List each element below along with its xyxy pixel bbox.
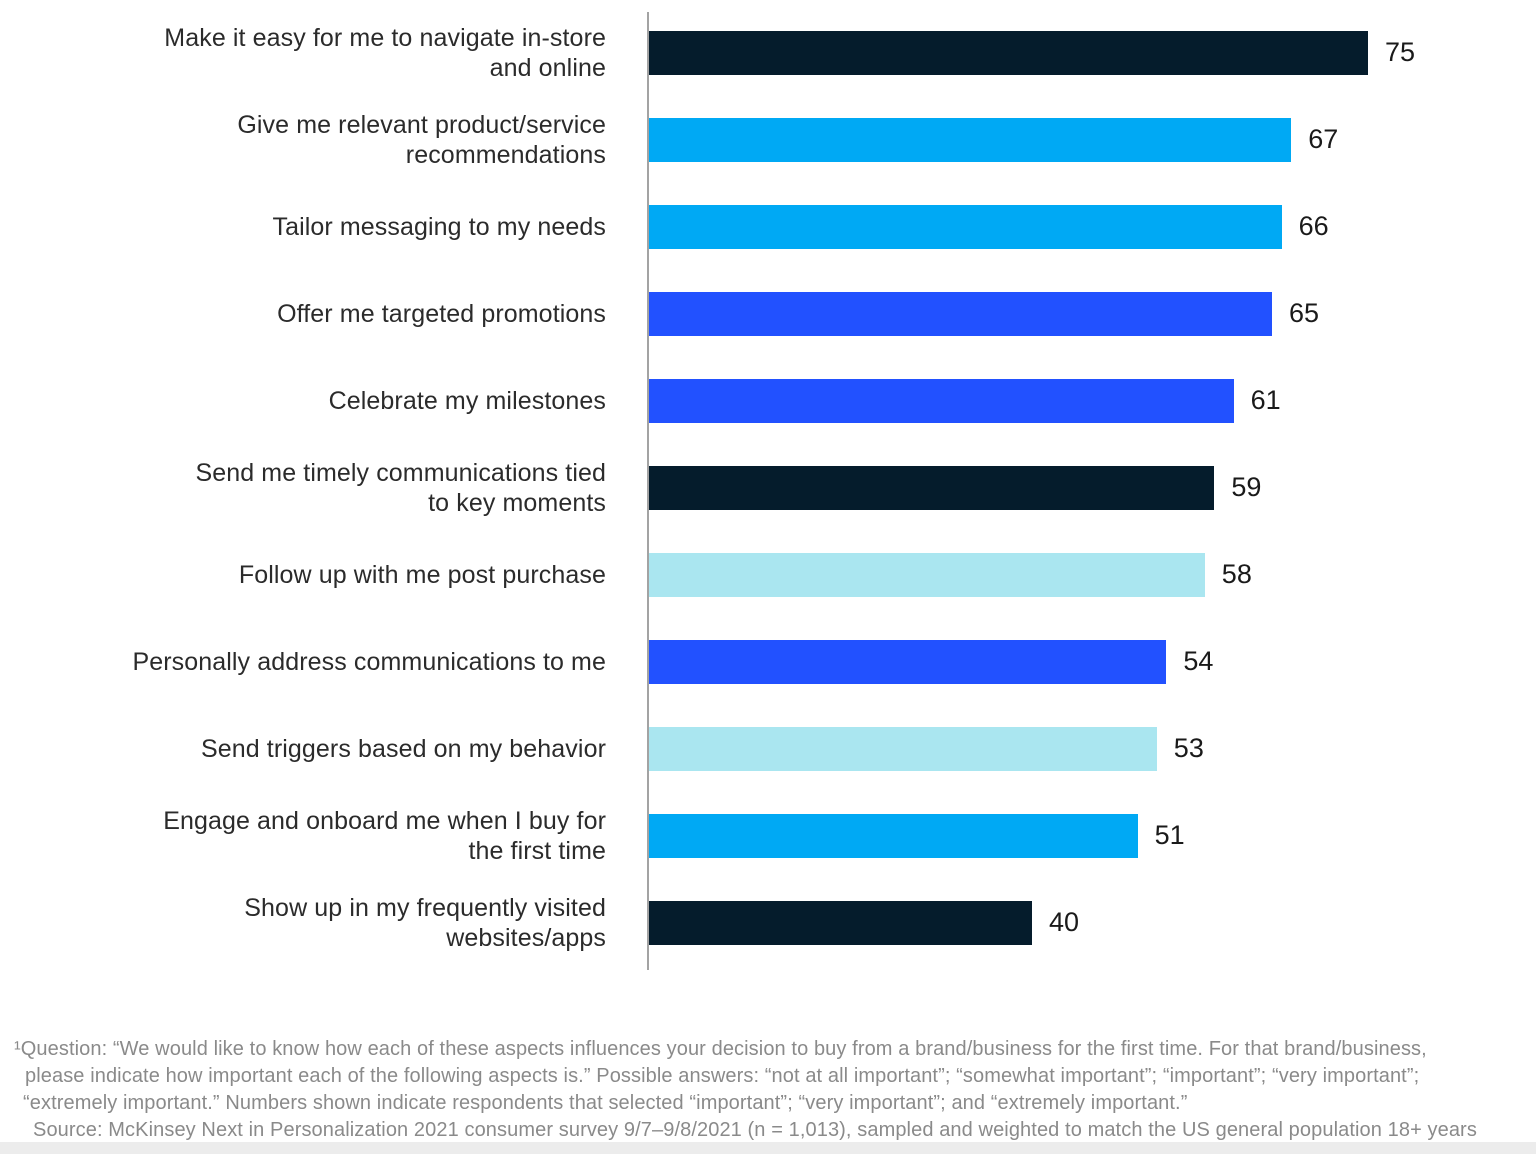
footnote-source-line: Source: McKinsey Next in Personalization…	[33, 1119, 1477, 1141]
value-label: 51	[1154, 820, 1185, 850]
category-label: Show up in my frequently visited website…	[244, 893, 606, 952]
bar-cell: 59	[648, 444, 1536, 531]
value-label: 40	[1049, 907, 1080, 937]
bar	[648, 552, 1205, 597]
category-label: Follow up with me post purchase	[238, 560, 606, 589]
bar-cell: 40	[648, 879, 1536, 966]
bar-cell: 61	[648, 357, 1536, 444]
footnote: ¹Question: “We would like to know how ea…	[14, 1036, 1526, 1144]
category-label: Make it easy for me to navigate in-store…	[164, 23, 606, 82]
chart-row: Send triggers based on my behavior 53	[0, 705, 1536, 792]
category-label: Celebrate my milestones	[328, 386, 606, 415]
bar	[648, 900, 1032, 945]
bar-chart: Make it easy for me to navigate in-store…	[0, 9, 1536, 966]
bar	[648, 117, 1292, 162]
y-axis-line	[647, 12, 649, 970]
value-label: 75	[1385, 37, 1416, 67]
footnote-question-line-1: ¹Question: “We would like to know how ea…	[14, 1038, 1427, 1060]
category-label: Tailor messaging to my needs	[272, 212, 606, 241]
value-label: 59	[1231, 472, 1262, 502]
chart-row: Show up in my frequently visited website…	[0, 879, 1536, 966]
bar	[648, 813, 1138, 858]
value-label: 54	[1183, 646, 1214, 676]
bar-cell: 51	[648, 792, 1536, 879]
bar	[648, 204, 1282, 249]
chart-rows: Make it easy for me to navigate in-store…	[0, 9, 1536, 966]
bar	[648, 291, 1272, 336]
chart-row: Celebrate my milestones 61	[0, 357, 1536, 444]
value-label: 61	[1250, 385, 1281, 415]
bar-cell: 67	[648, 96, 1536, 183]
chart-row: Personally address communications to me …	[0, 618, 1536, 705]
bar	[648, 639, 1167, 684]
bar-cell: 53	[648, 705, 1536, 792]
value-label: 67	[1308, 124, 1339, 154]
bar-cell: 66	[648, 183, 1536, 270]
chart-row: Send me timely communications tied to ke…	[0, 444, 1536, 531]
bar	[648, 465, 1215, 510]
value-label: 65	[1289, 298, 1320, 328]
bar	[648, 378, 1234, 423]
chart-row: Make it easy for me to navigate in-store…	[0, 9, 1536, 96]
bar-cell: 54	[648, 618, 1536, 705]
bar	[648, 726, 1157, 771]
chart-row: Tailor messaging to my needs 66	[0, 183, 1536, 270]
value-label: 58	[1221, 559, 1252, 589]
bar-cell: 65	[648, 270, 1536, 357]
footnote-question-line-2: please indicate how important each of th…	[25, 1065, 1420, 1087]
bar	[648, 30, 1368, 75]
footnote-question-line-3: “extremely important.” Numbers shown ind…	[23, 1092, 1188, 1114]
category-label: Send me timely communications tied to ke…	[195, 458, 606, 517]
bottom-edge-strip	[0, 1142, 1536, 1154]
category-label: Personally address communications to me	[132, 647, 606, 676]
bar-cell: 58	[648, 531, 1536, 618]
chart-row: Follow up with me post purchase 58	[0, 531, 1536, 618]
value-label: 53	[1173, 733, 1204, 763]
chart-row: Offer me targeted promotions 65	[0, 270, 1536, 357]
category-label: Offer me targeted promotions	[277, 299, 606, 328]
bar-cell: 75	[648, 9, 1536, 96]
value-label: 66	[1298, 211, 1329, 241]
chart-row: Engage and onboard me when I buy for the…	[0, 792, 1536, 879]
category-label: Give me relevant product/service recomme…	[237, 110, 606, 169]
category-label: Engage and onboard me when I buy for the…	[163, 806, 606, 865]
chart-row: Give me relevant product/service recomme…	[0, 96, 1536, 183]
category-label: Send triggers based on my behavior	[200, 734, 606, 763]
